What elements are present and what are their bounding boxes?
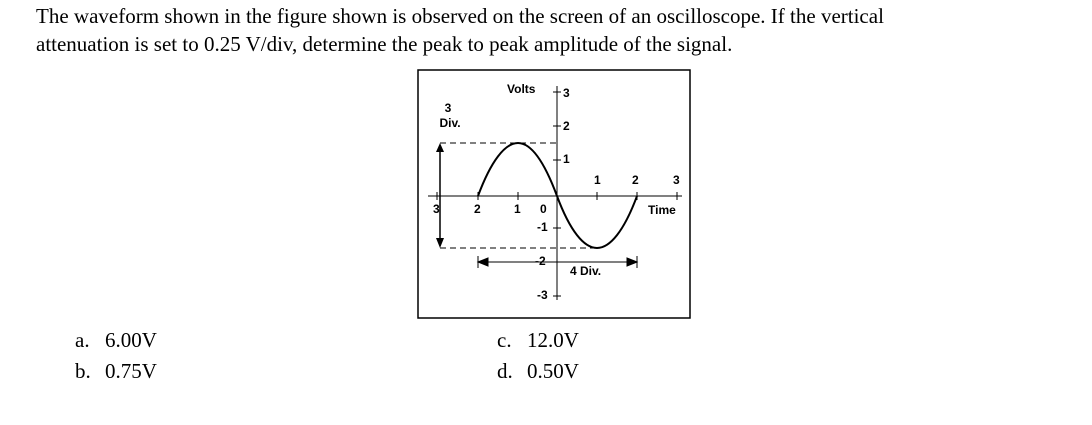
option: c. 12.0V bbox=[497, 328, 579, 353]
option-text: 6.00V bbox=[105, 328, 157, 352]
x-label: 1 bbox=[594, 173, 601, 187]
option-letter: b. bbox=[75, 359, 91, 383]
option-letter: d. bbox=[497, 359, 513, 383]
option-text: 0.50V bbox=[527, 359, 579, 383]
x-label: 1 bbox=[514, 202, 521, 216]
span-label: 3 bbox=[445, 101, 452, 115]
figure-frame bbox=[417, 69, 691, 319]
option: a. 6.00V bbox=[75, 328, 157, 353]
y-label: 1 bbox=[563, 152, 570, 166]
y-label: -2 bbox=[535, 254, 546, 268]
y-axis-title: Volts bbox=[507, 82, 536, 96]
option: d. 0.50V bbox=[497, 359, 579, 384]
y-label: -1 bbox=[537, 220, 548, 234]
option: b. 0.75V bbox=[75, 359, 157, 384]
span-label: 4 Div. bbox=[570, 264, 601, 278]
x-label: 2 bbox=[632, 173, 639, 187]
y-label: -3 bbox=[537, 288, 548, 302]
option-text: 12.0V bbox=[527, 328, 579, 352]
y-label: 3 bbox=[563, 86, 570, 100]
question-line: The waveform shown in the figure shown i… bbox=[36, 4, 884, 28]
waveform bbox=[477, 141, 638, 250]
x-label: 2 bbox=[474, 202, 481, 216]
x-label: 0 bbox=[540, 202, 547, 216]
x-label: 3 bbox=[433, 202, 440, 216]
arrow-heads bbox=[476, 256, 639, 268]
option-letter: c. bbox=[497, 328, 512, 352]
x-axis-title: Time bbox=[648, 203, 676, 217]
option-text: 0.75V bbox=[105, 359, 157, 383]
y-label: 2 bbox=[563, 119, 570, 133]
question-line: attenuation is set to 0.25 V/div, determ… bbox=[36, 32, 733, 56]
span-label: Div. bbox=[439, 116, 460, 130]
x-label: 3 bbox=[673, 173, 680, 187]
option-letter: a. bbox=[75, 328, 90, 352]
